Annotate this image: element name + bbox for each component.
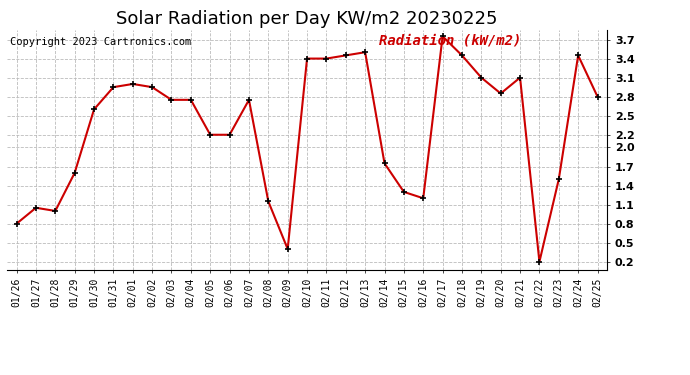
Title: Solar Radiation per Day KW/m2 20230225: Solar Radiation per Day KW/m2 20230225 — [117, 10, 497, 28]
Text: Radiation (kW/m2): Radiation (kW/m2) — [379, 34, 522, 48]
Text: Copyright 2023 Cartronics.com: Copyright 2023 Cartronics.com — [10, 37, 191, 47]
